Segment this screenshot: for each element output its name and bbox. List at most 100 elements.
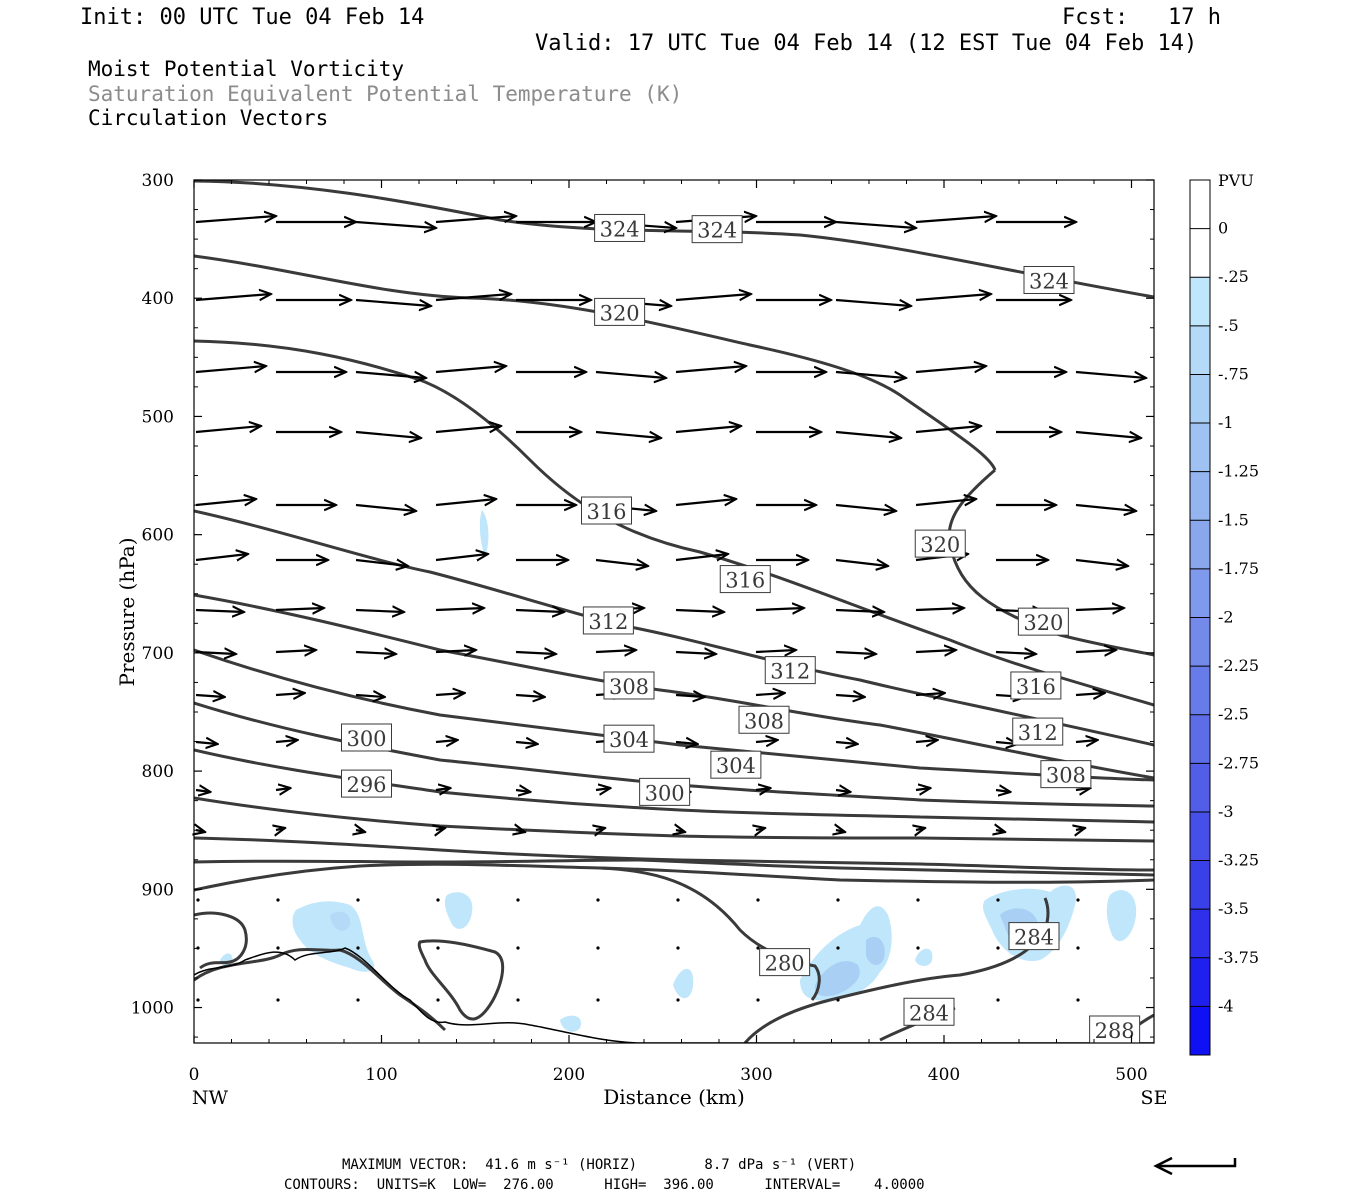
pv-patch xyxy=(330,911,351,931)
circulation-vector xyxy=(916,828,925,830)
colorbar-label: -2.75 xyxy=(1218,753,1259,772)
colorbar-label: -3.25 xyxy=(1218,851,1259,870)
colorbar-swatch xyxy=(1190,228,1210,278)
contour-label-box xyxy=(710,750,762,779)
contour-label-box xyxy=(903,997,955,1026)
colorbar-swatch xyxy=(1190,714,1210,764)
contour-label: 312 xyxy=(588,610,628,634)
circulation-vector xyxy=(195,216,276,224)
contour-label-box xyxy=(1012,717,1064,746)
circulation-vector xyxy=(835,742,858,744)
colorbar-swatch xyxy=(1190,325,1210,375)
y-axis-title: Pressure (hPa) xyxy=(115,538,139,687)
circulation-vector xyxy=(595,560,648,566)
circulation-vector xyxy=(1075,432,1141,438)
contour-label-box xyxy=(1017,607,1069,636)
contour-label-box xyxy=(1008,922,1060,951)
contour-line xyxy=(599,866,821,1001)
circulation-vector xyxy=(835,220,916,228)
circulation-vector-dot xyxy=(436,898,440,902)
circulation-vector-dot xyxy=(516,946,520,950)
colorbar-label: -.5 xyxy=(1218,316,1239,335)
contour-line xyxy=(194,836,1154,872)
reference-vector-head xyxy=(1153,1156,1173,1176)
contour-label-box xyxy=(1010,671,1062,700)
circulation-vector xyxy=(995,790,1010,792)
circulation-vector xyxy=(675,499,736,505)
circulation-vector xyxy=(835,300,911,306)
circulation-vector xyxy=(915,216,996,224)
circulation-vector xyxy=(595,650,636,652)
circulation-vector-dot xyxy=(1076,898,1080,902)
circulation-vector xyxy=(355,505,416,511)
contour-line xyxy=(194,180,1154,299)
contour-label: 316 xyxy=(725,569,765,593)
circulation-vector xyxy=(675,652,716,654)
forecast-hour: Fcst: 17 h xyxy=(1062,5,1221,30)
contour-label: 324 xyxy=(1029,269,1069,293)
colorbar-label: -.25 xyxy=(1218,267,1249,286)
contour-label: 288 xyxy=(1095,1019,1135,1043)
circulation-vector-dot xyxy=(196,998,200,1002)
pv-patch xyxy=(444,892,473,929)
contour-label-box xyxy=(691,215,743,244)
circulation-vector xyxy=(1075,693,1105,695)
circulation-vector-dot xyxy=(276,998,280,1002)
circulation-vector xyxy=(275,650,316,652)
circulation-vector xyxy=(835,505,896,511)
contour-label-box xyxy=(719,565,771,594)
contour-line xyxy=(194,593,1154,780)
circulation-vector-dot xyxy=(356,898,360,902)
circulation-vector xyxy=(755,650,796,652)
circulation-vector-dot xyxy=(756,998,760,1002)
circulation-vector xyxy=(915,426,981,432)
contour-label: 304 xyxy=(716,754,756,778)
circulation-vector xyxy=(596,828,605,830)
circulation-vector xyxy=(355,372,426,378)
circulation-vector-dot xyxy=(996,998,1000,1002)
x-tick-label: 0 xyxy=(189,1065,200,1085)
circulation-vector xyxy=(195,652,236,654)
y-axis: 300 400 500 600 700 800 900 1000 xyxy=(131,171,1154,1038)
circulation-vector-dot xyxy=(996,946,1000,950)
x-tick-label: 500 xyxy=(1115,1065,1147,1085)
footer-max-vector: MAXIMUM VECTOR: 41.6 m s⁻¹ (HORIZ) 8.7 d… xyxy=(342,1157,857,1173)
colorbar-label: -1 xyxy=(1218,413,1234,432)
circulation-vector-dot xyxy=(836,946,840,950)
circulation-vector xyxy=(755,788,770,790)
plot-frame xyxy=(193,179,1155,1044)
contour-label: 308 xyxy=(744,709,784,733)
circulation-vector xyxy=(195,695,225,697)
x-tick-label: 300 xyxy=(740,1065,772,1085)
colorbar-label: -3 xyxy=(1218,802,1234,821)
colorbar-swatch xyxy=(1190,666,1210,715)
circulation-vector xyxy=(836,830,845,832)
circulation-vector xyxy=(195,554,248,560)
contour-label-box xyxy=(759,948,811,977)
circulation-vector xyxy=(595,788,610,790)
circulation-vector-dot xyxy=(1076,946,1080,950)
colorbar-swatch xyxy=(1190,957,1210,1007)
contour-label: 296 xyxy=(346,773,386,797)
circulation-vector xyxy=(835,652,876,654)
circulation-vector xyxy=(355,610,404,612)
circulation-vector xyxy=(355,220,436,228)
circulation-vector-dot xyxy=(356,946,360,950)
circulation-vector xyxy=(355,695,385,697)
colorbar-label: -2.5 xyxy=(1218,705,1249,724)
contour-label: 300 xyxy=(346,727,386,751)
circulation-vector xyxy=(355,560,408,566)
y-tick-label: 500 xyxy=(142,407,174,427)
pv-patch xyxy=(866,936,885,966)
terrain xyxy=(194,947,1154,1043)
colorbar-title: PVU xyxy=(1218,171,1254,190)
circulation-vector-dot xyxy=(436,998,440,1002)
circulation-vector-dot xyxy=(436,946,440,950)
contour-label: 312 xyxy=(770,660,810,684)
circulation-vector xyxy=(1075,788,1090,790)
circulation-vector xyxy=(435,693,465,695)
circulation-vector xyxy=(276,828,285,830)
circulation-vector xyxy=(435,650,476,652)
field-label-vectors: Circulation Vectors xyxy=(88,106,329,130)
contour-label-box xyxy=(603,671,655,700)
